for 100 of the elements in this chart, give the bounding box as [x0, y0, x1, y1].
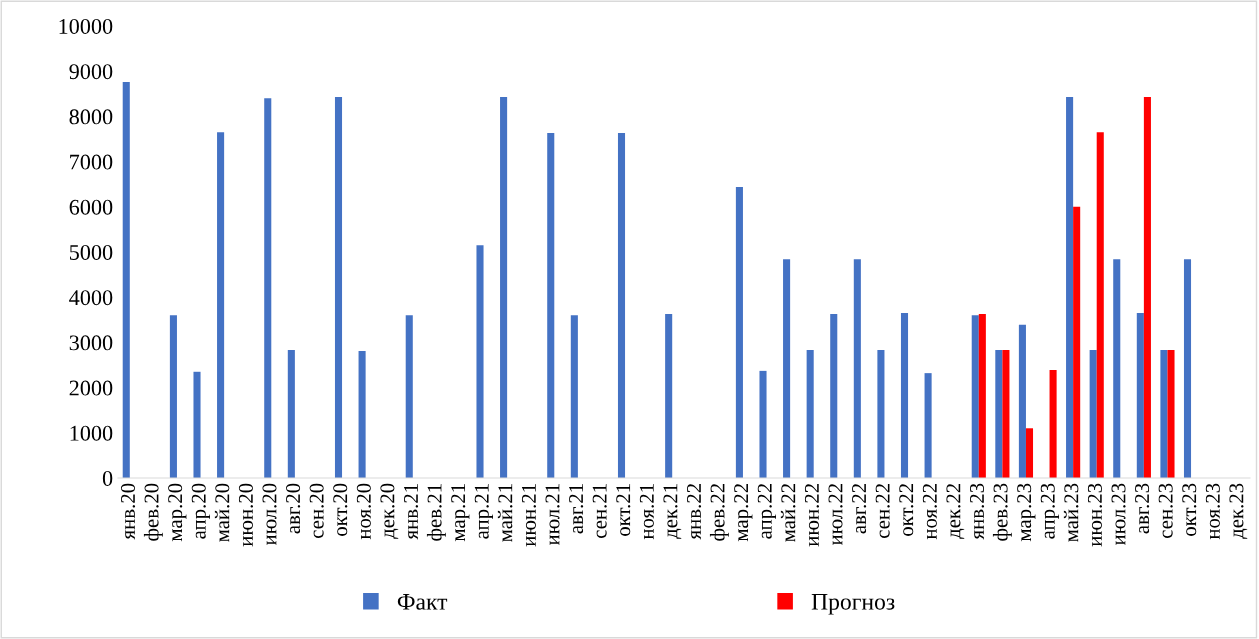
bar	[217, 132, 225, 478]
x-tick-label: фев.22	[709, 484, 729, 541]
bar	[1025, 428, 1034, 478]
bar	[405, 315, 413, 478]
legend-label: Факт	[397, 594, 448, 610]
x-tick-label: окт.22	[899, 484, 914, 536]
bar	[264, 98, 272, 478]
x-tick-label: ноя.22	[922, 484, 937, 540]
x-tick-label: апр.23	[1040, 483, 1059, 539]
y-tick-label: 1000	[70, 425, 113, 441]
x-tick-label: июл.23	[1111, 483, 1126, 546]
bar	[617, 133, 626, 478]
x-tick-label: авг.21	[569, 484, 584, 534]
y-tick-label: 8000	[69, 109, 113, 125]
x-tick-label: май.20	[214, 483, 230, 542]
bar	[287, 350, 295, 478]
bar	[358, 350, 366, 478]
x-tick-label: сен.20	[309, 483, 324, 539]
x-tick-label: мар.23	[1017, 483, 1036, 542]
bar	[806, 350, 814, 478]
bar	[995, 350, 1003, 478]
bar	[759, 370, 767, 478]
x-tick-label: июн.21	[521, 484, 537, 547]
y-tick-label: 4000	[69, 290, 113, 306]
x-tick-label: дек.23	[1229, 483, 1248, 539]
bar	[783, 259, 791, 478]
bar	[500, 96, 508, 478]
y-tick-label: 6000	[69, 199, 113, 215]
x-tick-label: авг.23	[1135, 483, 1150, 534]
x-tick-label: ноя.23	[1205, 483, 1220, 540]
y-tick-label: 3000	[69, 335, 113, 351]
bar	[1096, 132, 1104, 478]
x-tick-label: апр.22	[757, 484, 776, 539]
bar	[193, 371, 201, 478]
x-tick-label: фев.20	[143, 483, 163, 541]
bar	[169, 315, 177, 478]
x-tick-label: май.23	[1063, 483, 1079, 542]
x-tick-label: мар.21	[451, 484, 470, 542]
bar	[1018, 324, 1026, 478]
bar	[900, 313, 909, 478]
bar	[1066, 96, 1074, 478]
x-tick-label: дек.20	[380, 483, 399, 539]
x-tick-label: авг.20	[286, 483, 301, 534]
bar	[122, 82, 130, 478]
bar	[1160, 350, 1168, 478]
bar	[978, 313, 986, 478]
x-tick-label: авг.22	[852, 484, 867, 534]
bar	[1073, 206, 1081, 478]
x-tick-label: май.22	[780, 484, 796, 542]
bar	[735, 186, 743, 478]
x-tick-label: июл.22	[828, 484, 843, 546]
x-tick-label: окт.21	[616, 484, 631, 536]
x-tick-label: янв.21	[404, 484, 419, 540]
x-tick-label: июн.23	[1087, 483, 1103, 547]
y-tick-label: 2000	[69, 380, 113, 396]
legend-label: Прогноз	[811, 594, 895, 615]
x-tick-label: окт.23	[1182, 483, 1197, 536]
x-tick-label: апр.20	[191, 483, 210, 539]
x-tick-label: сен.22	[875, 484, 890, 539]
bar	[1089, 350, 1097, 478]
bar	[1136, 313, 1144, 478]
x-tick-label: мар.22	[734, 484, 753, 542]
x-tick-label: янв.23	[970, 483, 985, 540]
bar	[476, 245, 484, 478]
x-tick-label: фев.21	[426, 484, 446, 541]
bar	[1143, 96, 1151, 478]
bar	[853, 259, 861, 478]
bar	[547, 133, 555, 478]
x-tick-label: фев.23	[992, 483, 1012, 541]
x-tick-label: июн.20	[238, 483, 254, 547]
bar	[877, 350, 885, 478]
x-tick-label: июн.22	[804, 484, 820, 547]
bar	[334, 96, 343, 478]
bar	[570, 315, 578, 478]
x-tick-label: май.21	[497, 484, 513, 542]
x-tick-label: апр.21	[474, 484, 493, 539]
x-tick-label: мар.20	[168, 483, 187, 542]
x-tick-label: дек.22	[946, 484, 965, 539]
x-tick-label: июл.20	[262, 483, 277, 546]
bar	[1167, 350, 1175, 478]
bar	[1113, 259, 1121, 478]
bar	[830, 313, 838, 478]
y-tick-label: 10000	[59, 18, 113, 34]
x-tick-label: июл.21	[545, 484, 560, 546]
x-tick-label: дек.21	[663, 484, 682, 539]
bar	[1002, 350, 1010, 478]
bar	[1049, 369, 1057, 478]
x-tick-label: ноя.20	[356, 483, 371, 540]
bar	[1183, 259, 1192, 478]
bar	[665, 313, 673, 478]
x-tick-label: янв.22	[687, 484, 702, 540]
y-tick-label: 9000	[69, 64, 113, 80]
bar	[924, 373, 932, 478]
bar	[971, 315, 979, 478]
y-tick-label: 5000	[69, 244, 113, 260]
y-tick-label: 0	[102, 470, 113, 486]
x-tick-label: сен.23	[1158, 483, 1173, 539]
x-tick-label: окт.20	[333, 483, 348, 536]
x-tick-label: сен.21	[592, 484, 607, 539]
y-tick-label: 7000	[70, 154, 113, 170]
